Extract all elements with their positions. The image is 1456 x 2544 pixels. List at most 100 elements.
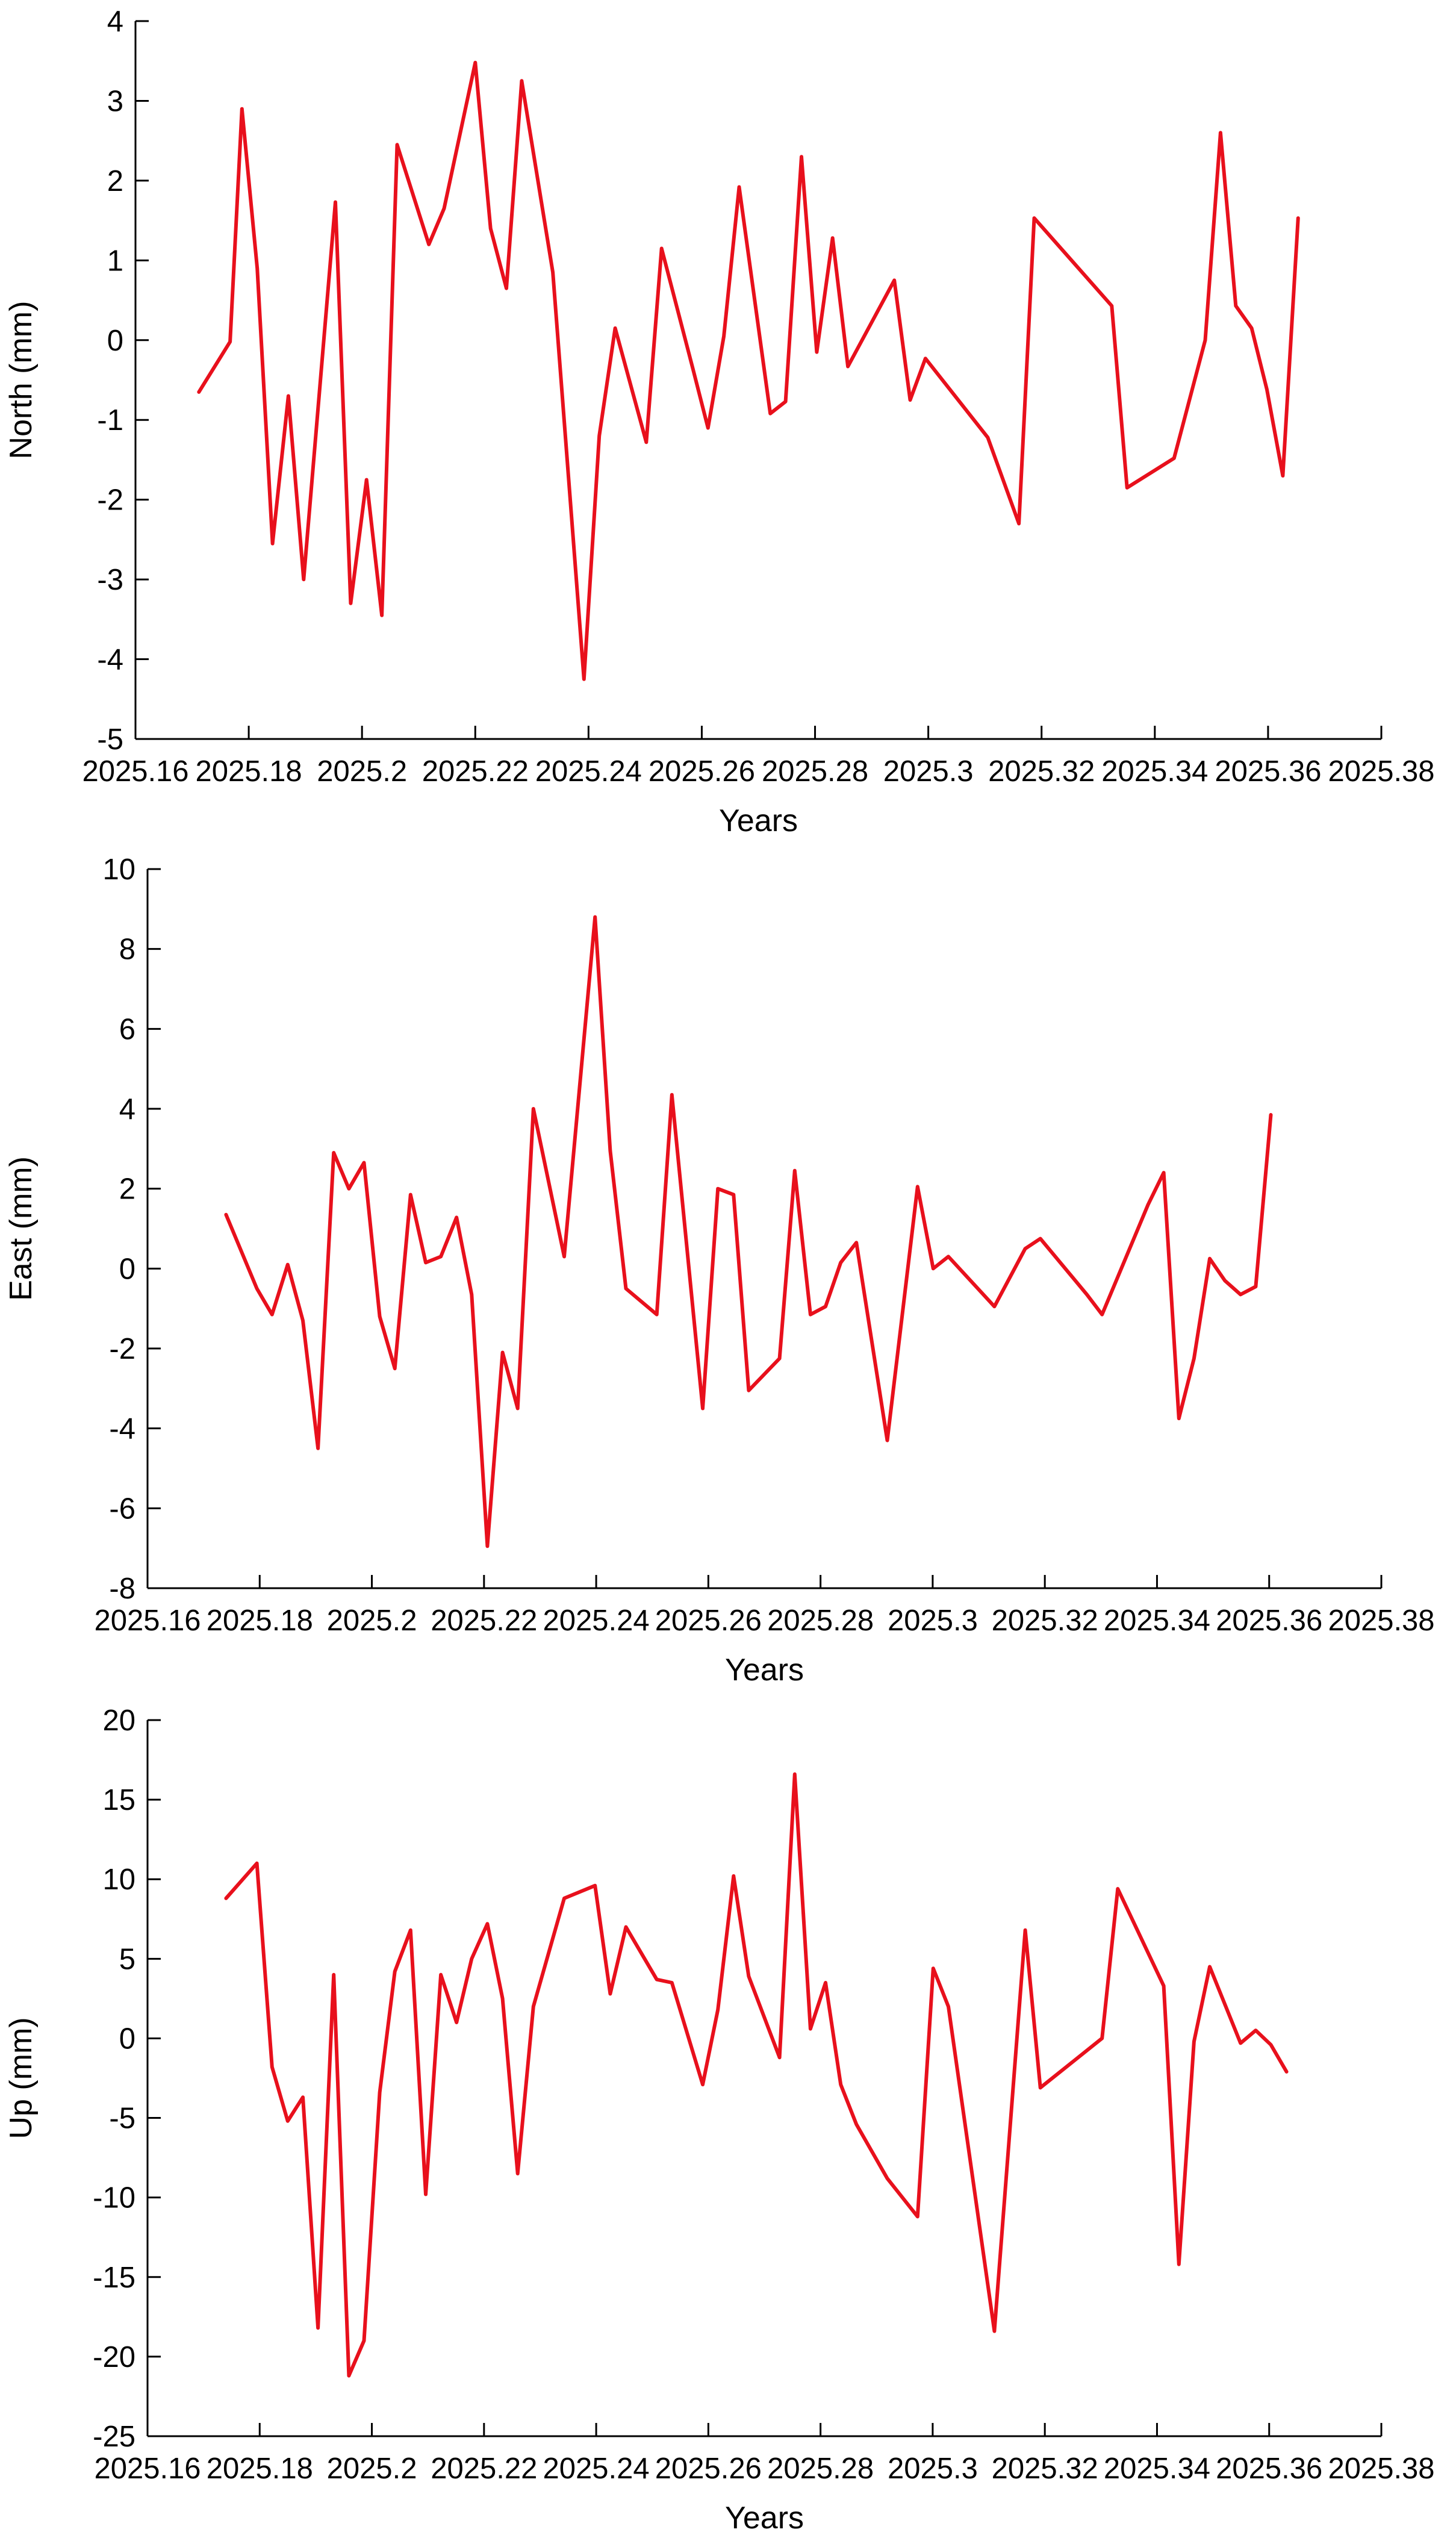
y-tick-label: 1 xyxy=(107,245,123,277)
y-tick-label: -5 xyxy=(97,723,123,756)
data-point xyxy=(531,1106,536,1111)
series-line-north xyxy=(197,60,1300,681)
data-point xyxy=(1177,2262,1181,2267)
data-point xyxy=(1269,2042,1274,2047)
data-point xyxy=(823,1304,828,1309)
x-tick-label: 2025.16 xyxy=(82,755,188,788)
y-tick-label: -20 xyxy=(93,2341,135,2374)
data-point xyxy=(992,1304,997,1309)
data-point xyxy=(624,1925,629,1930)
data-point xyxy=(362,2339,367,2343)
data-point xyxy=(624,1286,629,1291)
x-tick-label: 2025.18 xyxy=(207,1604,313,1637)
x-tick-label: 2025.2 xyxy=(327,2452,417,2485)
data-point xyxy=(915,1184,920,1189)
data-point xyxy=(473,60,478,65)
data-point xyxy=(519,78,524,83)
data-point xyxy=(562,1254,567,1259)
data-point xyxy=(442,206,447,211)
data-point xyxy=(731,1192,736,1197)
data-point xyxy=(228,339,232,344)
data-point xyxy=(746,1388,751,1393)
data-point xyxy=(1177,1416,1181,1421)
data-point xyxy=(285,1262,290,1267)
data-point xyxy=(946,2004,951,2009)
data-point xyxy=(348,601,353,606)
x-tick-label: 2025.28 xyxy=(767,2452,874,2485)
data-point xyxy=(777,2055,782,2060)
x-tick-label: 2025.2 xyxy=(327,1604,417,1637)
data-point xyxy=(655,1977,659,1982)
data-point xyxy=(838,2082,843,2087)
x-tick-label: 2025.32 xyxy=(992,1604,1098,1637)
data-point xyxy=(746,1974,751,1978)
x-tick-label: 2025.28 xyxy=(762,755,868,788)
data-point xyxy=(1269,1112,1274,1117)
x-tick-label: 2025.32 xyxy=(992,2452,1098,2485)
data-point xyxy=(1100,1312,1104,1317)
data-point xyxy=(300,1318,305,1323)
x-tick-label: 2025.24 xyxy=(543,1604,650,1637)
y-tick-label: -1 xyxy=(97,404,123,437)
data-point xyxy=(700,2082,705,2087)
x-tick-label: 2025.3 xyxy=(888,2452,978,2485)
data-point xyxy=(393,1969,397,1974)
y-tick-label: -15 xyxy=(93,2262,135,2294)
data-point xyxy=(1207,1256,1212,1261)
data-point xyxy=(700,1406,705,1411)
y-tick-label: -3 xyxy=(97,564,123,596)
data-point xyxy=(715,2007,720,2012)
data-point xyxy=(1125,485,1130,490)
data-point xyxy=(593,1883,597,1888)
y-tick-label: 0 xyxy=(119,2022,135,2055)
data-point xyxy=(504,286,509,291)
data-point xyxy=(659,246,664,251)
data-point xyxy=(885,2176,890,2181)
y-tick-label: -5 xyxy=(109,2103,135,2135)
data-point xyxy=(1172,456,1177,461)
data-point xyxy=(515,2171,520,2176)
data-point xyxy=(1115,1886,1120,1891)
data-point xyxy=(408,1192,413,1197)
data-point xyxy=(1249,326,1254,331)
data-point xyxy=(378,2090,382,2095)
data-point xyxy=(223,1212,228,1217)
data-point xyxy=(364,478,369,482)
data-point xyxy=(301,577,306,582)
series-line-east xyxy=(224,915,1273,1548)
data-point xyxy=(1023,1928,1028,1933)
data-point xyxy=(613,326,618,331)
data-point xyxy=(731,1874,736,1878)
x-tick-label: 2025.22 xyxy=(422,755,529,788)
data-point xyxy=(469,1956,474,1961)
data-point xyxy=(1253,1284,1258,1289)
data-point xyxy=(531,2004,536,2009)
x-tick-label: 2025.38 xyxy=(1328,755,1434,788)
data-point xyxy=(923,356,928,361)
data-point xyxy=(408,1928,413,1933)
y-axis-title: North (mm) xyxy=(4,301,39,460)
y-tick-label: 2 xyxy=(119,1173,135,1206)
data-point xyxy=(737,185,742,190)
x-tick-label: 2025.26 xyxy=(655,2452,762,2485)
data-point xyxy=(721,334,726,338)
y-tick-label: 4 xyxy=(119,1093,135,1126)
data-point xyxy=(777,1356,782,1361)
data-point xyxy=(1038,1236,1043,1241)
data-point xyxy=(240,107,244,111)
data-point xyxy=(500,1996,505,2001)
data-point xyxy=(1222,1278,1227,1283)
data-point xyxy=(255,1286,260,1291)
data-point xyxy=(783,399,788,404)
x-tick-label: 2025.36 xyxy=(1216,2452,1322,2485)
data-point xyxy=(1203,338,1208,343)
data-point xyxy=(196,390,201,394)
data-point xyxy=(346,2374,351,2378)
data-point xyxy=(854,2122,859,2127)
data-point xyxy=(854,1240,859,1245)
data-point xyxy=(331,1972,336,1977)
x-axis-title: Years xyxy=(725,1653,804,1688)
data-point xyxy=(814,350,819,355)
data-point xyxy=(1280,473,1285,478)
